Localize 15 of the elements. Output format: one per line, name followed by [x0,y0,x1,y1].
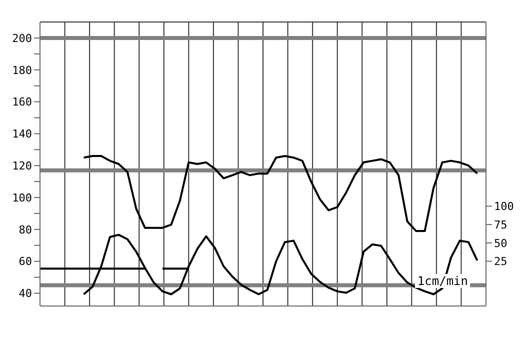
y-tick-label: 140 [12,128,32,141]
y2-tick-label: 75 [494,218,508,232]
y-tick-label: 160 [12,96,32,109]
y-tick-label: 80 [18,223,32,236]
y-tick-label: 180 [12,64,32,77]
annotation: 1cm/min [415,274,470,288]
y2-tick-label: 100 [494,200,514,214]
y-tick-label: 120 [12,160,32,172]
y-tick-label: 200 [12,32,32,45]
y-tick-label: 40 [18,287,32,300]
y-tick-label: 100 [12,191,32,204]
y-tick-label: 60 [18,255,32,268]
y2-tick-label: 50 [494,236,508,250]
line-series [82,155,478,232]
y2-tick-label: 25 [494,255,508,268]
